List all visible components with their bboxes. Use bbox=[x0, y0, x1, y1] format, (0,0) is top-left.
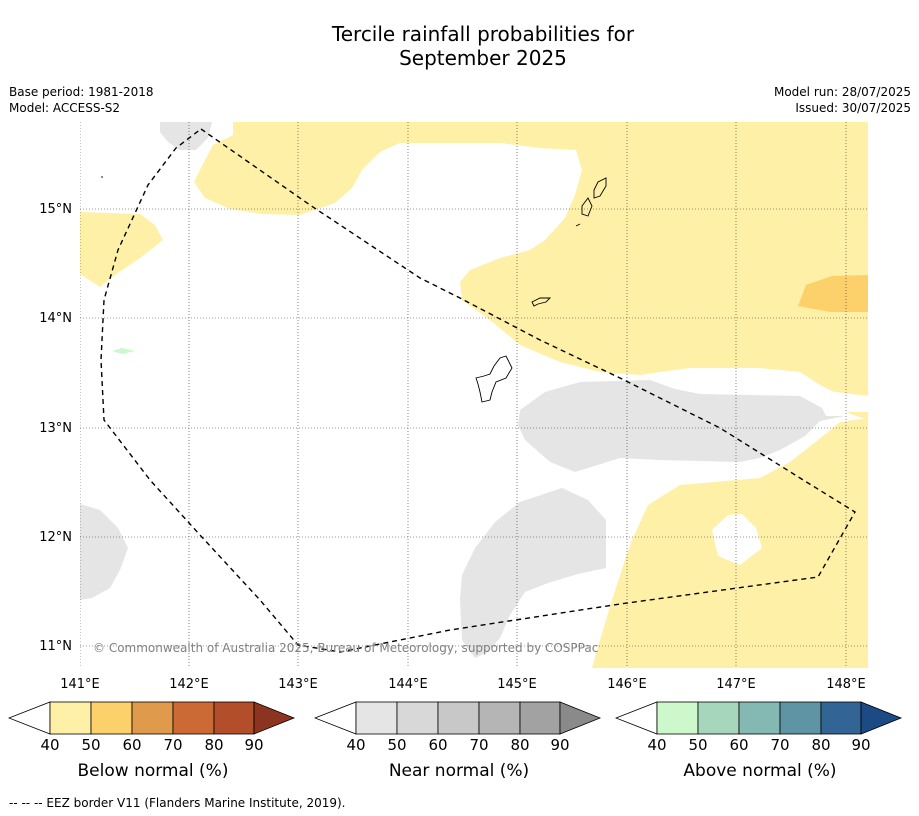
island-tinian bbox=[581, 197, 593, 217]
eez-footnote: -- -- -- EEZ border V11 (Flanders Marine… bbox=[9, 796, 346, 810]
island-aguijan bbox=[575, 223, 581, 227]
colorbar-tick: 40 bbox=[40, 736, 60, 754]
probability-fields: © Commonwealth of Australia 2025, Bureau… bbox=[80, 122, 868, 668]
map-title-line2: September 2025 bbox=[399, 46, 567, 70]
meta-right: Model run: 28/07/2025 Issued: 30/07/2025 bbox=[774, 84, 911, 116]
colorbar-segment bbox=[656, 701, 699, 735]
x-axis-labels: 141°E 142°E 143°E 144°E 145°E 146°E 147°… bbox=[60, 677, 866, 692]
x-tick-label: 147°E bbox=[716, 677, 756, 692]
x-tick-label: 148°E bbox=[826, 677, 866, 692]
x-tick-label: 146°E bbox=[607, 677, 647, 692]
island-guam bbox=[475, 355, 513, 403]
below-normal-50-region bbox=[798, 275, 868, 312]
colorbar-segment bbox=[437, 701, 480, 735]
x-tick-label: 143°E bbox=[278, 677, 318, 692]
x-tick-label: 144°E bbox=[388, 677, 428, 692]
below-normal-region-west bbox=[80, 212, 163, 287]
colorbar-segment bbox=[396, 701, 439, 735]
colorbar-tick: 70 bbox=[163, 736, 183, 754]
copyright-text: © Commonwealth of Australia 2025, Bureau… bbox=[93, 641, 598, 655]
x-tick-label: 141°E bbox=[60, 677, 100, 692]
colorbar-tick: 90 bbox=[851, 736, 871, 754]
colorbar-segment bbox=[519, 701, 561, 735]
colorbar-tick: 90 bbox=[550, 736, 570, 754]
map-title: Tercile rainfall probabilities for Septe… bbox=[0, 22, 919, 70]
colorbar-extend-high bbox=[860, 701, 903, 735]
colorbar-below-swatches bbox=[8, 701, 296, 735]
island-rota bbox=[531, 297, 552, 307]
y-tick-label: 13°N bbox=[39, 421, 72, 436]
colorbar-tick: 80 bbox=[204, 736, 224, 754]
colorbar-tick: 80 bbox=[510, 736, 530, 754]
eez-border bbox=[100, 128, 856, 653]
colorbar-tick: 80 bbox=[811, 736, 831, 754]
y-tick-label: 12°N bbox=[39, 530, 72, 545]
white-hole-southeast bbox=[712, 514, 762, 565]
colorbar-segment bbox=[697, 701, 740, 735]
colorbar-below-normal: 40 50 60 70 80 90 Below normal (%) bbox=[8, 700, 298, 790]
y-tick-label: 14°N bbox=[39, 311, 72, 326]
colorbar-title: Near normal (%) bbox=[388, 761, 530, 781]
y-tick-label: 11°N bbox=[39, 639, 72, 654]
near-normal-region-northwest bbox=[160, 122, 212, 150]
rainfall-map: © Commonwealth of Australia 2025, Bureau… bbox=[39, 122, 868, 692]
colorbar-segment bbox=[213, 701, 255, 735]
colorbar-segment bbox=[49, 701, 92, 735]
x-tick-label: 145°E bbox=[497, 677, 537, 692]
colorbar-extend-low bbox=[615, 701, 658, 735]
map-title-line1: Tercile rainfall probabilities for bbox=[331, 22, 635, 46]
colorbar-title: Below normal (%) bbox=[77, 761, 229, 781]
colorbar-tick: 60 bbox=[428, 736, 448, 754]
colorbar-extend-high bbox=[253, 701, 296, 735]
colorbar-segment bbox=[738, 701, 781, 735]
meta-left: Base period: 1981-2018 Model: ACCESS-S2 bbox=[9, 84, 154, 116]
colorbar-segment bbox=[478, 701, 521, 735]
colorbar-segment bbox=[355, 701, 398, 735]
colorbar-above-swatches bbox=[615, 701, 903, 735]
colorbar-tick: 40 bbox=[346, 736, 366, 754]
colorbar-tick: 40 bbox=[647, 736, 667, 754]
above-normal-sliver bbox=[112, 348, 135, 354]
colorbar-segment bbox=[172, 701, 215, 735]
y-axis-labels: 15°N 14°N 13°N 12°N 11°N bbox=[39, 202, 72, 654]
colorbar-tick: 90 bbox=[244, 736, 264, 754]
near-normal-region-southwest bbox=[80, 504, 128, 600]
graticule bbox=[80, 122, 868, 668]
near-normal-band-east bbox=[518, 380, 845, 472]
issued-date: Issued: 30/07/2025 bbox=[795, 101, 911, 115]
colorbar-tick: 60 bbox=[729, 736, 749, 754]
colorbar-title: Above normal (%) bbox=[683, 761, 837, 781]
colorbar-segment bbox=[131, 701, 174, 735]
colorbar-tick: 70 bbox=[469, 736, 489, 754]
base-period: Base period: 1981-2018 bbox=[9, 85, 154, 99]
colorbar-segment bbox=[779, 701, 822, 735]
island-saipan bbox=[593, 177, 607, 199]
white-gap-east bbox=[800, 385, 868, 412]
below-normal-region-north bbox=[194, 122, 868, 420]
y-tick-label: 15°N bbox=[39, 202, 72, 217]
colorbar-above-normal: 40 50 60 70 80 90 Above normal (%) bbox=[615, 700, 905, 790]
colorbar-near-normal: 40 50 60 70 80 90 Near normal (%) bbox=[314, 700, 604, 790]
colorbar-tick: 50 bbox=[387, 736, 407, 754]
colorbar-near-swatches bbox=[314, 701, 602, 735]
colorbar-segment bbox=[820, 701, 862, 735]
coastlines bbox=[101, 176, 607, 403]
colorbar-tick: 50 bbox=[688, 736, 708, 754]
colorbar-tick: 50 bbox=[81, 736, 101, 754]
model-name: Model: ACCESS-S2 bbox=[9, 101, 121, 115]
near-normal-region-south bbox=[460, 488, 606, 658]
colorbar-segment bbox=[90, 701, 133, 735]
colorbar-extend-low bbox=[8, 701, 51, 735]
x-tick-label: 142°E bbox=[169, 677, 209, 692]
colorbar-tick: 60 bbox=[122, 736, 142, 754]
model-run: Model run: 28/07/2025 bbox=[773, 85, 911, 99]
colorbar-extend-low bbox=[314, 701, 357, 735]
colorbar-extend-high bbox=[559, 701, 602, 735]
colorbar-tick: 70 bbox=[770, 736, 790, 754]
